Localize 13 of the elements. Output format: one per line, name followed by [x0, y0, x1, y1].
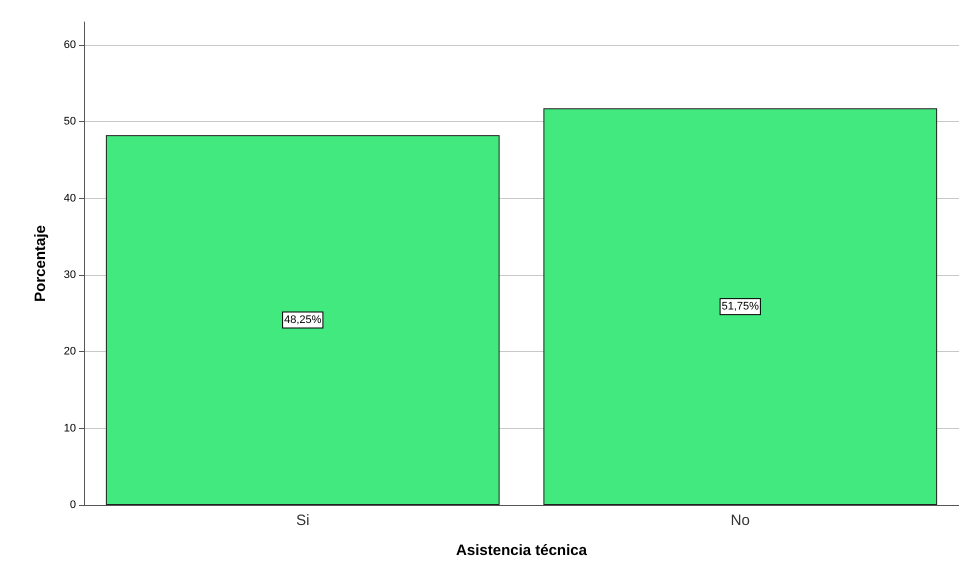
y-tick-label: 50: [64, 116, 76, 128]
data-label: 51,75%: [722, 300, 760, 313]
data-label: 48,25%: [284, 314, 322, 326]
x-tick-label: No: [730, 512, 750, 529]
y-tick-label: 30: [64, 269, 76, 281]
y-tick-label: 60: [64, 39, 76, 51]
x-axis-title: Asistencia técnica: [456, 542, 588, 559]
y-tick-label: 0: [70, 499, 76, 511]
y-tick-label: 10: [64, 422, 76, 434]
y-tick-label: 20: [64, 346, 76, 358]
x-tick-label: Si: [296, 512, 310, 529]
y-axis-title: Porcentaje: [32, 225, 49, 302]
y-tick-label: 40: [64, 192, 76, 204]
